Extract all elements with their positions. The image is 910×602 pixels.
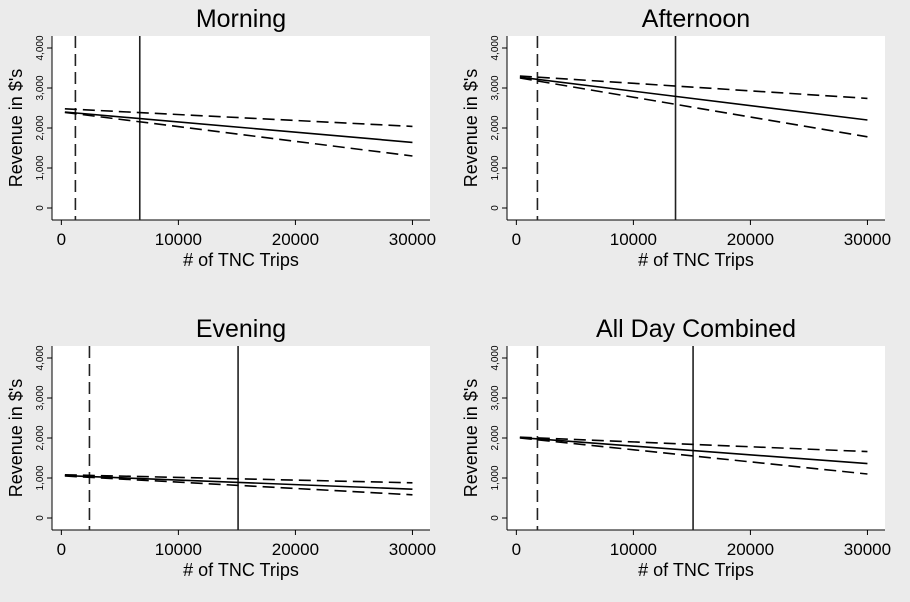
y-tick-label: 1,000	[35, 155, 46, 180]
x-tick-label: 10000	[610, 540, 657, 559]
chart-panel-afternoon: 0 10000 20000 30000 0 1,000 2,000 3,000 4,000 # o…	[455, 0, 910, 292]
series-ci-line	[64, 111, 413, 157]
series-ci-line	[519, 75, 868, 100]
chart-title: Afternoon	[642, 5, 750, 33]
y-tick-label: 3,000	[490, 75, 501, 100]
y-axis-title: Revenue in $'s	[6, 69, 26, 188]
y-axis-title: Revenue in $'s	[461, 69, 481, 188]
y-tick-label: 0	[35, 205, 46, 211]
chart-title: All Day Combined	[596, 315, 796, 343]
y-tick-label: 4,000	[35, 35, 46, 60]
plot-area	[507, 346, 885, 530]
x-tick-label: 0	[512, 540, 521, 559]
x-tick-label: 10000	[610, 230, 657, 249]
y-tick-label: 0	[35, 515, 46, 521]
y-tick-label: 3,000	[490, 385, 501, 410]
chart-panel-all-day: 0 10000 20000 30000 0 1,000 2,000 3,000 4,000 # o…	[455, 310, 910, 602]
y-tick-label: 4,000	[490, 35, 501, 60]
chart-title: Morning	[196, 5, 286, 33]
x-tick-label: 0	[57, 540, 66, 559]
x-axis-title: # of TNC Trips	[183, 560, 299, 580]
y-tick-label: 2,000	[35, 115, 46, 140]
x-axis-title: # of TNC Trips	[638, 250, 754, 270]
series-ci-line	[519, 77, 868, 138]
y-tick-label: 0	[490, 205, 501, 211]
series-ci-line	[519, 436, 868, 453]
series-fit-line	[519, 436, 868, 465]
y-axis-title: Revenue in $'s	[461, 379, 481, 498]
x-tick-label: 0	[57, 230, 66, 249]
x-tick-label: 20000	[727, 540, 774, 559]
x-tick-label: 20000	[272, 230, 319, 249]
y-axis-title: Revenue in $'s	[6, 379, 26, 498]
x-tick-label: 30000	[389, 540, 436, 559]
x-axis-title: # of TNC Trips	[183, 250, 299, 270]
series-ci-line	[64, 108, 413, 128]
chart-svg: 0 10000 20000 30000 0 1,000 2,000 3,000 4,000 # o…	[6, 315, 436, 580]
series-ci-line	[64, 475, 413, 496]
y-tick-label: 4,000	[490, 345, 501, 370]
series-fit-line	[519, 76, 868, 121]
chart-grid: 0 10000 20000 30000 0 1,000 2,000 3,000 4,000 # o…	[0, 0, 910, 580]
x-tick-label: 10000	[155, 540, 202, 559]
x-tick-label: 10000	[155, 230, 202, 249]
chart-svg: 0 10000 20000 30000 0 1,000 2,000 3,000 4,000 # o…	[6, 5, 436, 270]
chart-panel-morning: 0 10000 20000 30000 0 1,000 2,000 3,000 4,000 # o…	[0, 0, 455, 292]
x-tick-label: 0	[512, 230, 521, 249]
x-tick-label: 20000	[727, 230, 774, 249]
y-tick-label: 3,000	[35, 75, 46, 100]
y-tick-label: 1,000	[490, 155, 501, 180]
y-tick-label: 2,000	[35, 425, 46, 450]
y-tick-label: 4,000	[35, 345, 46, 370]
x-tick-label: 30000	[844, 540, 891, 559]
y-tick-label: 1,000	[35, 465, 46, 490]
y-tick-label: 3,000	[35, 385, 46, 410]
series-ci-line	[64, 474, 413, 484]
x-tick-label: 30000	[389, 230, 436, 249]
chart-title: Evening	[196, 315, 286, 343]
y-tick-label: 2,000	[490, 115, 501, 140]
x-axis-title: # of TNC Trips	[638, 560, 754, 580]
y-tick-label: 1,000	[490, 465, 501, 490]
plot-area	[507, 36, 885, 220]
chart-panel-evening: 0 10000 20000 30000 0 1,000 2,000 3,000 4,000 # o…	[0, 310, 455, 602]
series-ci-line	[519, 437, 868, 475]
x-tick-label: 20000	[272, 540, 319, 559]
chart-svg: 0 10000 20000 30000 0 1,000 2,000 3,000 4,000 # o…	[461, 315, 891, 580]
y-tick-label: 2,000	[490, 425, 501, 450]
series-fit-line	[64, 111, 413, 144]
chart-svg: 0 10000 20000 30000 0 1,000 2,000 3,000 4,000 # o…	[461, 5, 891, 270]
plot-area	[52, 346, 430, 530]
series-fit-line	[64, 474, 413, 490]
y-tick-label: 0	[490, 515, 501, 521]
x-tick-label: 30000	[844, 230, 891, 249]
